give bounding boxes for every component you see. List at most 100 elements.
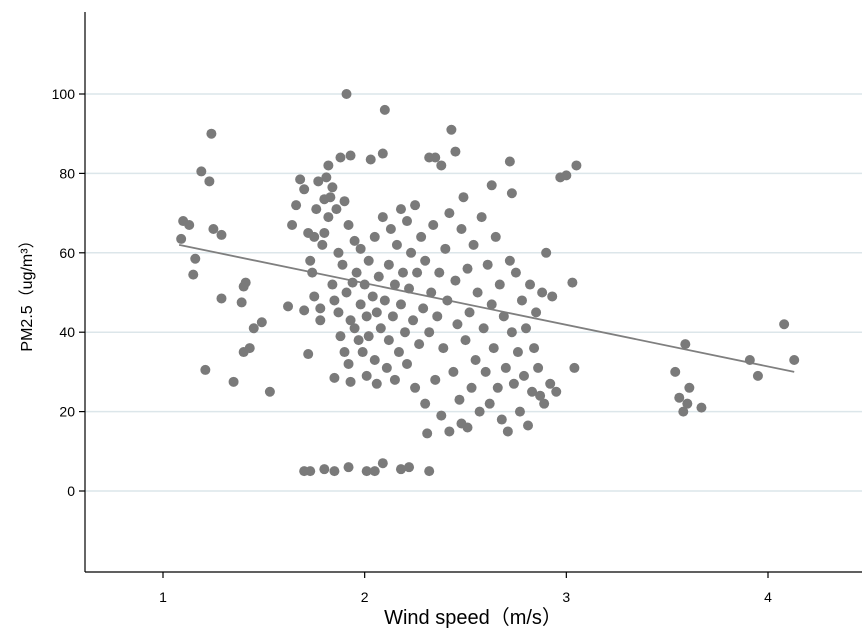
data-point <box>523 420 534 431</box>
data-point <box>428 220 439 231</box>
data-point <box>490 231 501 242</box>
data-point <box>383 259 394 270</box>
data-point <box>486 299 497 310</box>
data-point <box>789 354 800 365</box>
data-point <box>325 192 336 203</box>
x-tick-label: 2 <box>361 589 369 605</box>
data-point <box>345 376 356 387</box>
data-point <box>454 394 465 405</box>
data-point <box>345 315 356 326</box>
data-point <box>361 311 372 322</box>
data-point <box>295 174 306 185</box>
data-point <box>291 200 302 211</box>
data-point <box>395 464 406 475</box>
data-point <box>456 223 467 234</box>
data-point <box>377 212 388 223</box>
data-point <box>309 231 320 242</box>
data-point <box>444 426 455 437</box>
y-axis-title: PM2.5（ug/m³） <box>18 232 36 351</box>
tick-labels: 0 20 40 60 80 100 1 2 3 4 <box>52 86 772 605</box>
data-point <box>432 311 443 322</box>
data-point <box>410 200 421 211</box>
data-point <box>426 287 437 298</box>
data-point <box>305 255 316 266</box>
data-point <box>422 428 433 439</box>
data-point <box>446 124 457 135</box>
data-point <box>404 283 415 294</box>
data-point <box>500 362 511 373</box>
data-point <box>506 188 517 199</box>
data-point <box>478 323 489 334</box>
data-point <box>236 297 247 308</box>
data-point <box>539 398 550 409</box>
data-point <box>369 231 380 242</box>
data-point <box>440 243 451 254</box>
data-point <box>256 317 267 328</box>
data-point <box>216 229 227 240</box>
data-point <box>551 386 562 397</box>
data-point <box>323 160 334 171</box>
data-point <box>682 398 693 409</box>
y-tick-label: 20 <box>59 404 75 420</box>
data-point <box>347 277 358 288</box>
data-point <box>529 343 540 354</box>
data-point <box>359 279 370 290</box>
data-point <box>496 414 507 425</box>
data-point <box>395 204 406 215</box>
data-point <box>537 287 548 298</box>
y-tick-label: 0 <box>67 483 75 499</box>
data-point <box>420 255 431 266</box>
x-axis-title: Wind speed（m/s） <box>384 606 562 629</box>
data-point <box>397 267 408 278</box>
data-point <box>329 295 340 306</box>
data-point <box>510 267 521 278</box>
data-point <box>206 128 217 139</box>
data-point <box>460 335 471 346</box>
data-point <box>533 362 544 373</box>
data-point <box>190 253 201 264</box>
data-point <box>547 291 558 302</box>
data-point <box>339 196 350 207</box>
data-point <box>371 307 382 318</box>
data-point <box>311 204 322 215</box>
data-point <box>452 319 463 330</box>
data-point <box>504 156 515 167</box>
data-point <box>341 287 352 298</box>
data-point <box>744 354 755 365</box>
data-point <box>450 275 461 286</box>
data-point <box>518 370 529 381</box>
data-point <box>377 458 388 469</box>
data-point <box>264 386 275 397</box>
data-point <box>321 172 332 183</box>
data-point <box>521 323 531 334</box>
data-point <box>514 406 525 417</box>
data-point <box>319 227 330 238</box>
data-point <box>436 410 447 421</box>
data-point <box>531 307 542 318</box>
data-point <box>410 382 421 393</box>
data-point <box>385 223 396 234</box>
data-point <box>670 366 681 377</box>
fit-line <box>178 243 795 373</box>
data-point <box>313 176 324 187</box>
data-point <box>569 362 580 373</box>
data-point <box>680 339 691 350</box>
y-tick-label: 60 <box>59 245 75 261</box>
data-point <box>327 182 338 193</box>
data-point <box>208 223 219 234</box>
data-point <box>438 343 449 354</box>
data-point <box>448 366 459 377</box>
data-point <box>472 287 483 298</box>
data-point <box>353 335 364 346</box>
data-point <box>541 247 552 258</box>
data-point <box>395 299 406 310</box>
data-point <box>323 212 334 223</box>
data-point <box>506 327 517 338</box>
data-point <box>406 247 417 258</box>
data-point <box>196 166 207 177</box>
data-point <box>424 327 435 338</box>
data-point <box>333 247 344 258</box>
data-point <box>383 335 394 346</box>
data-point <box>355 243 366 254</box>
